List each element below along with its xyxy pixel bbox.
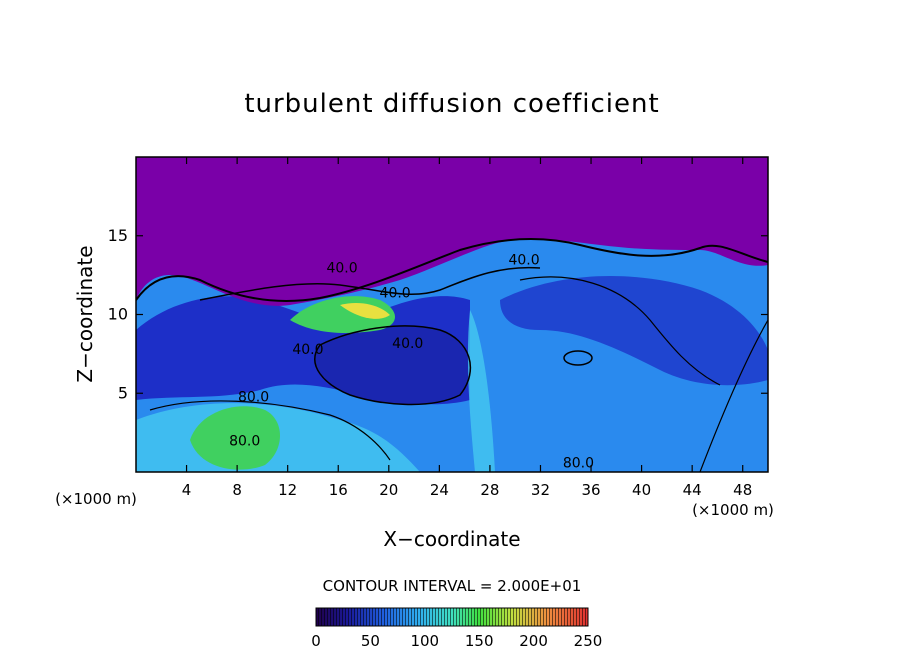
colorbar-tick-label: 0 (311, 632, 321, 650)
y-axis: 5 10 15 (108, 226, 768, 402)
colorbar-tick-label: 200 (519, 632, 548, 650)
contour-line (699, 319, 768, 472)
plot-area (136, 157, 768, 472)
contour-label: 80.0 (229, 434, 260, 450)
x-tick-label: 24 (430, 481, 449, 499)
contour-label: 40.0 (380, 285, 411, 301)
contour-line (136, 237, 768, 302)
y-tick-label: 5 (118, 383, 128, 402)
y-axis-label: Z−coordinate (73, 245, 97, 382)
x-axis: 4 8 12 16 20 24 28 32 36 40 44 48 (182, 157, 752, 499)
purple-upper-layer (136, 157, 768, 306)
x-axis-label: X−coordinate (383, 527, 520, 551)
contour-label: 40.0 (392, 336, 423, 352)
colorbar-tick-label: 50 (361, 632, 380, 650)
chart-title: turbulent diffusion coefficient (244, 89, 659, 119)
contour-line (149, 400, 391, 461)
contour-line (314, 325, 471, 406)
contour-label: 80.0 (563, 456, 594, 472)
x-tick-label: 16 (329, 481, 348, 499)
x-tick-label: 4 (182, 481, 192, 499)
cyan-column (467, 310, 495, 472)
x-tick-label: 44 (683, 481, 702, 499)
contour-label: 80.0 (238, 389, 269, 405)
yellow-streak (340, 303, 390, 319)
y-tick-label: 15 (108, 226, 128, 245)
x-tick-label: 28 (480, 481, 499, 499)
green-blob (190, 406, 280, 470)
colorbar-tick-label: 250 (574, 632, 603, 650)
x-unit-right: (×1000 m) (692, 501, 774, 519)
contour-line (199, 266, 541, 301)
contour-interval-text: CONTOUR INTERVAL = 2.000E+01 (323, 577, 582, 595)
colorbar-frame (315, 607, 589, 627)
x-tick-label: 48 (733, 481, 752, 499)
x-tick-label: 20 (379, 481, 398, 499)
right-blue-region (500, 276, 768, 386)
x-tick-label: 8 (232, 481, 242, 499)
colorbar: 0 50 100 150 200 250 (311, 607, 602, 650)
y-tick-label: 10 (108, 305, 128, 324)
deep-blue-core (314, 325, 471, 405)
colorbar-ticks: 0 50 100 150 200 250 (311, 632, 602, 650)
x-tick-label: 36 (581, 481, 600, 499)
x-unit-left: (×1000 m) (55, 490, 137, 508)
x-tick-label: 40 (632, 481, 651, 499)
contour-line (519, 276, 721, 386)
x-tick-label: 32 (531, 481, 550, 499)
contour-line (563, 350, 593, 366)
colorbar-tick-label: 150 (465, 632, 494, 650)
colorbar-tick-label: 100 (410, 632, 439, 650)
contour-labels: 40.0 40.0 40.0 40.0 40.0 80.0 80.0 80.0 (229, 252, 594, 471)
x-tick-label: 12 (278, 481, 297, 499)
contour-label: 40.0 (326, 260, 357, 276)
contour-label: 40.0 (292, 342, 323, 358)
contour-label: 40.0 (508, 252, 539, 268)
colorbar-stripes (316, 608, 588, 626)
